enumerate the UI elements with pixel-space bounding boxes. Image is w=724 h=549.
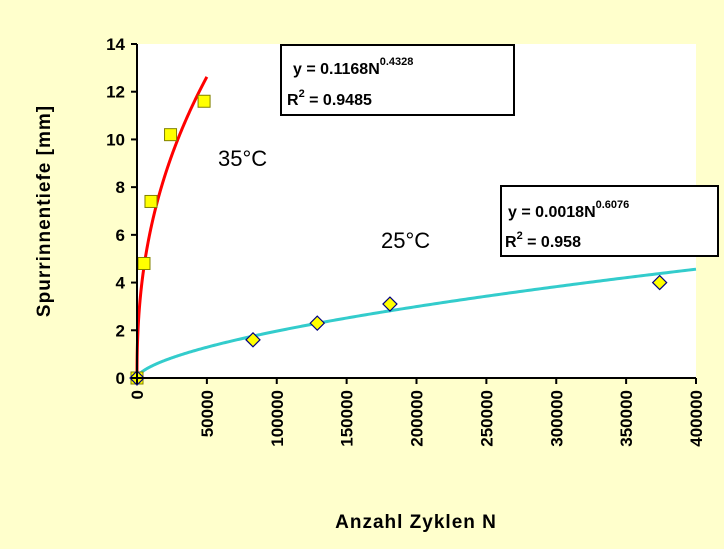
x-tick-label: 50000 <box>198 390 217 437</box>
series-label-25c: 25°C <box>381 228 430 253</box>
axes: 0 2 4 6 8 10 12 14 0 50000 100000 150000 200000 2500… <box>106 35 706 447</box>
y-tick-label: 2 <box>116 321 125 340</box>
y-tick-label: 14 <box>106 35 125 54</box>
data-point-35c <box>137 256 151 270</box>
data-point-35c <box>144 194 158 208</box>
y-tick-label: 8 <box>116 178 125 197</box>
x-tick-label: 400000 <box>687 390 706 447</box>
data-markers <box>129 94 668 386</box>
y-ticks: 0 2 4 6 8 10 12 14 <box>106 35 137 388</box>
y-tick-label: 10 <box>106 130 125 149</box>
equation-35c-r2: R2 = 0.9485 <box>287 88 372 109</box>
fit-line-25c <box>135 267 697 379</box>
x-tick-label: 150000 <box>338 390 357 447</box>
data-point-35c <box>164 128 178 142</box>
series-label-35c: 35°C <box>218 146 267 171</box>
x-axis-title: Anzahl Zyklen N <box>335 512 497 533</box>
x-tick-label: 300000 <box>547 390 566 447</box>
data-point-25c <box>651 274 668 291</box>
x-tick-label: 200000 <box>408 390 427 447</box>
fit-lines <box>135 76 697 379</box>
y-tick-label: 6 <box>116 226 125 245</box>
equation-box-25c: y = 0.0018N0.6076 R2 = 0.958 <box>500 185 719 257</box>
x-tick-label: 350000 <box>617 390 636 447</box>
y-axis-title: Spurrinnentiefe [mm] <box>34 105 55 317</box>
x-tick-label: 250000 <box>477 390 496 447</box>
data-point-35c <box>197 94 211 108</box>
y-tick-label: 12 <box>106 83 125 102</box>
y-tick-label: 0 <box>116 369 125 388</box>
fit-line-35c <box>135 76 209 378</box>
data-point-25c <box>382 296 398 312</box>
x-tick-label: 100000 <box>268 390 287 447</box>
equation-25c-r2: R2 = 0.958 <box>505 230 581 251</box>
equation-25c-formula: y = 0.0018N0.6076 <box>508 199 629 221</box>
equation-box-35c: y = 0.1168N0.4328 R2 = 0.9485 <box>280 44 515 116</box>
x-ticks: 0 50000 100000 150000 200000 250000 300000 3500… <box>128 378 706 447</box>
equation-35c-formula: y = 0.1168N0.4328 <box>293 56 413 78</box>
x-tick-label: 0 <box>128 390 147 399</box>
y-tick-label: 4 <box>116 274 126 293</box>
data-point-25c <box>245 331 261 348</box>
data-point-25c <box>309 315 326 331</box>
